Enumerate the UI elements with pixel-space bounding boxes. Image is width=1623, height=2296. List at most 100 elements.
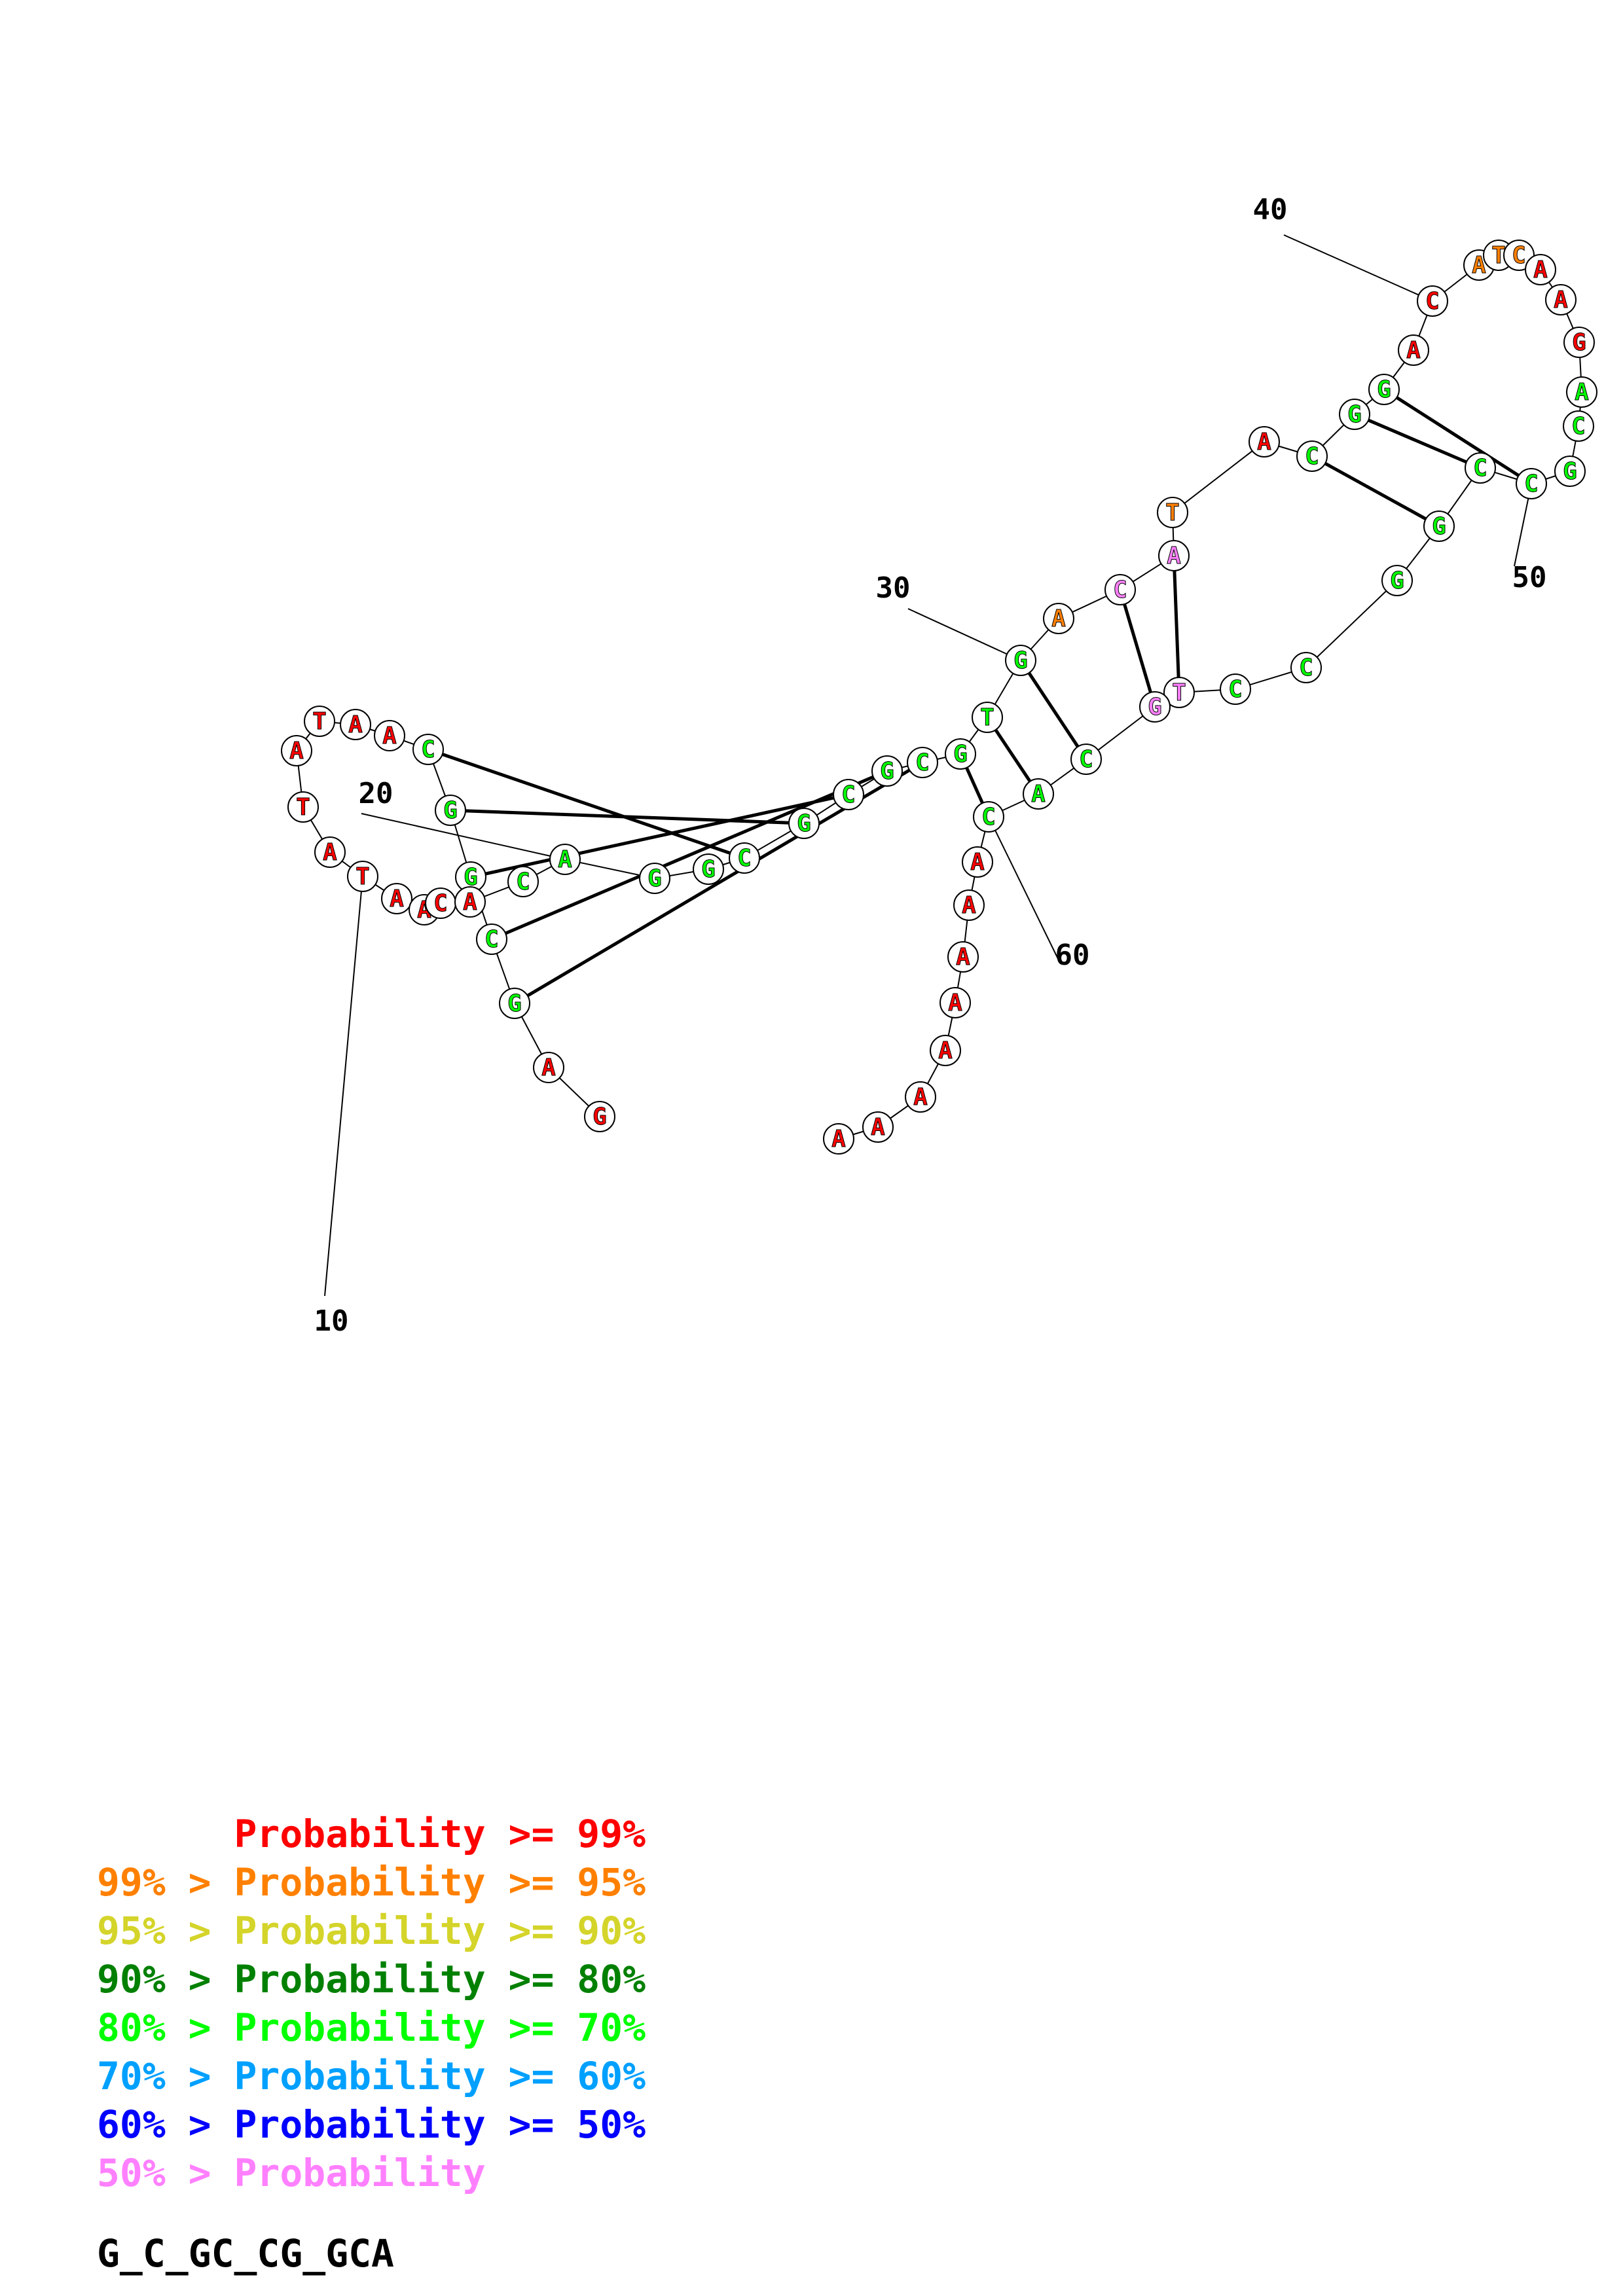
- nucleotide: G: [693, 853, 724, 885]
- position-tick: [361, 813, 566, 860]
- nucleotide-letter: A: [558, 846, 572, 873]
- nucleotide-letter: C: [1299, 655, 1313, 681]
- position-label: 60: [1055, 939, 1090, 972]
- backbone-segment: [1172, 441, 1265, 513]
- nucleotide: A: [905, 1081, 936, 1113]
- nucleotide: C: [1516, 468, 1547, 499]
- nucleotide: G: [1554, 456, 1586, 487]
- nucleotide-letter: C: [1228, 676, 1243, 703]
- nucleotide: G: [639, 863, 670, 894]
- nucleotide-letter: G: [1347, 401, 1362, 428]
- nucleotide: A: [939, 987, 971, 1018]
- nucleotide-letter: C: [737, 845, 752, 872]
- nucleotide: A: [340, 709, 371, 740]
- nucleotide-letter: A: [1257, 429, 1271, 456]
- base-pair-bond: [1172, 555, 1181, 693]
- nucleotide-letter: T: [980, 704, 994, 731]
- nucleotide: A: [1249, 426, 1280, 457]
- position-label: 20: [359, 777, 393, 810]
- nucleotide-letter: T: [356, 863, 370, 890]
- nucleotide: C: [973, 801, 1004, 833]
- nucleotide-letter: C: [516, 869, 530, 895]
- base-pair-bond: [1118, 589, 1157, 708]
- nucleotide: A: [930, 1035, 961, 1066]
- base-pair-bond: [470, 793, 849, 879]
- nucleotide-letter: G: [1148, 694, 1162, 721]
- nucleotide-letter: A: [1406, 337, 1421, 364]
- base-pair-bond: [1019, 659, 1088, 761]
- nucleotide: C: [729, 842, 760, 874]
- nucleotide: A: [1023, 778, 1054, 810]
- nucleotide-letter: C: [981, 804, 996, 831]
- position-label: 50: [1512, 561, 1547, 594]
- nucleotide: G: [1381, 565, 1413, 596]
- position-ticks: 10 20 30 40 50 60: [314, 193, 1547, 1338]
- nucleotide: A: [281, 735, 312, 766]
- nucleotide-letter: C: [1113, 577, 1127, 603]
- nucleotide: C: [1104, 574, 1136, 605]
- position-label: 40: [1253, 193, 1288, 226]
- nucleotide-letter: A: [289, 738, 304, 764]
- nucleotide-letter: C: [421, 736, 435, 763]
- nucleotide: G: [1368, 374, 1400, 405]
- nucleotide: G: [1339, 399, 1370, 430]
- nucleotide: T: [287, 791, 319, 823]
- nucleotide-letter: C: [484, 926, 499, 953]
- nucleotide: A: [953, 889, 985, 921]
- nucleotide-letter: G: [647, 865, 662, 892]
- nucleotide-letter: G: [1377, 376, 1391, 403]
- base-pair-bond: [1311, 454, 1440, 528]
- nucleotide-letter: G: [443, 797, 458, 824]
- nucleotide-letter: C: [1571, 413, 1586, 440]
- nucleotide: G: [871, 755, 903, 787]
- nucleotide: G: [435, 795, 466, 826]
- nucleotide: G: [1563, 327, 1595, 358]
- position-tick: [907, 608, 1021, 661]
- nucleotide: G: [1139, 691, 1171, 723]
- nucleotide-letter: A: [1051, 605, 1066, 632]
- nucleotide-letter: T: [1172, 679, 1186, 706]
- nucleotide: A: [823, 1123, 854, 1155]
- nucleotide: C: [1290, 652, 1322, 683]
- nucleotide-letter: A: [463, 889, 477, 916]
- nucleotide: A: [374, 720, 405, 751]
- nucleotide: A: [1158, 540, 1190, 571]
- nucleotide-letter: C: [915, 749, 930, 776]
- nucleotide: T: [1163, 677, 1195, 708]
- nucleotide: G: [1005, 645, 1036, 676]
- nucleotide: A: [962, 846, 993, 878]
- nucleotide: A: [862, 1111, 894, 1143]
- nucleotide: C: [507, 866, 539, 897]
- nucleotide-letter: A: [1554, 287, 1568, 314]
- nucleotide-letter: A: [1575, 379, 1589, 406]
- nucleotide-letter: G: [1572, 329, 1586, 356]
- position-tick: [1283, 234, 1433, 302]
- nucleotide-letter: G: [464, 864, 478, 891]
- nucleotide-letter: A: [970, 849, 985, 876]
- nucleotide-letter: A: [390, 886, 404, 912]
- nucleotide: C: [1296, 440, 1328, 472]
- nucleotide: C: [412, 734, 444, 765]
- nucleotide: G: [788, 808, 820, 839]
- nucleotide-letter: A: [1031, 781, 1046, 808]
- nucleotide-letter: C: [1512, 242, 1526, 269]
- nucleotide-letter: G: [1013, 647, 1028, 674]
- nucleotide-letter: A: [871, 1114, 885, 1141]
- nucleotide-letter: C: [1305, 443, 1319, 470]
- nucleotide-letter: A: [541, 1054, 556, 1081]
- base-pair-bond: [428, 747, 745, 860]
- nucleotide: A: [1043, 603, 1074, 634]
- nucleotide-letter: C: [433, 890, 448, 917]
- position-tick: [988, 816, 1060, 962]
- base-pair-bond: [1383, 387, 1533, 486]
- position-label: 30: [876, 571, 911, 605]
- nucleotide-letter: A: [956, 944, 970, 971]
- nucleotide: C: [1070, 744, 1102, 775]
- nucleotide-letter: A: [831, 1126, 846, 1153]
- nucleotide: A: [1398, 334, 1429, 366]
- nucleotide: T: [347, 861, 378, 892]
- nucleotide-letter: G: [953, 741, 968, 768]
- nucleotide: A: [947, 941, 979, 973]
- nucleotide-letter: G: [1563, 458, 1577, 485]
